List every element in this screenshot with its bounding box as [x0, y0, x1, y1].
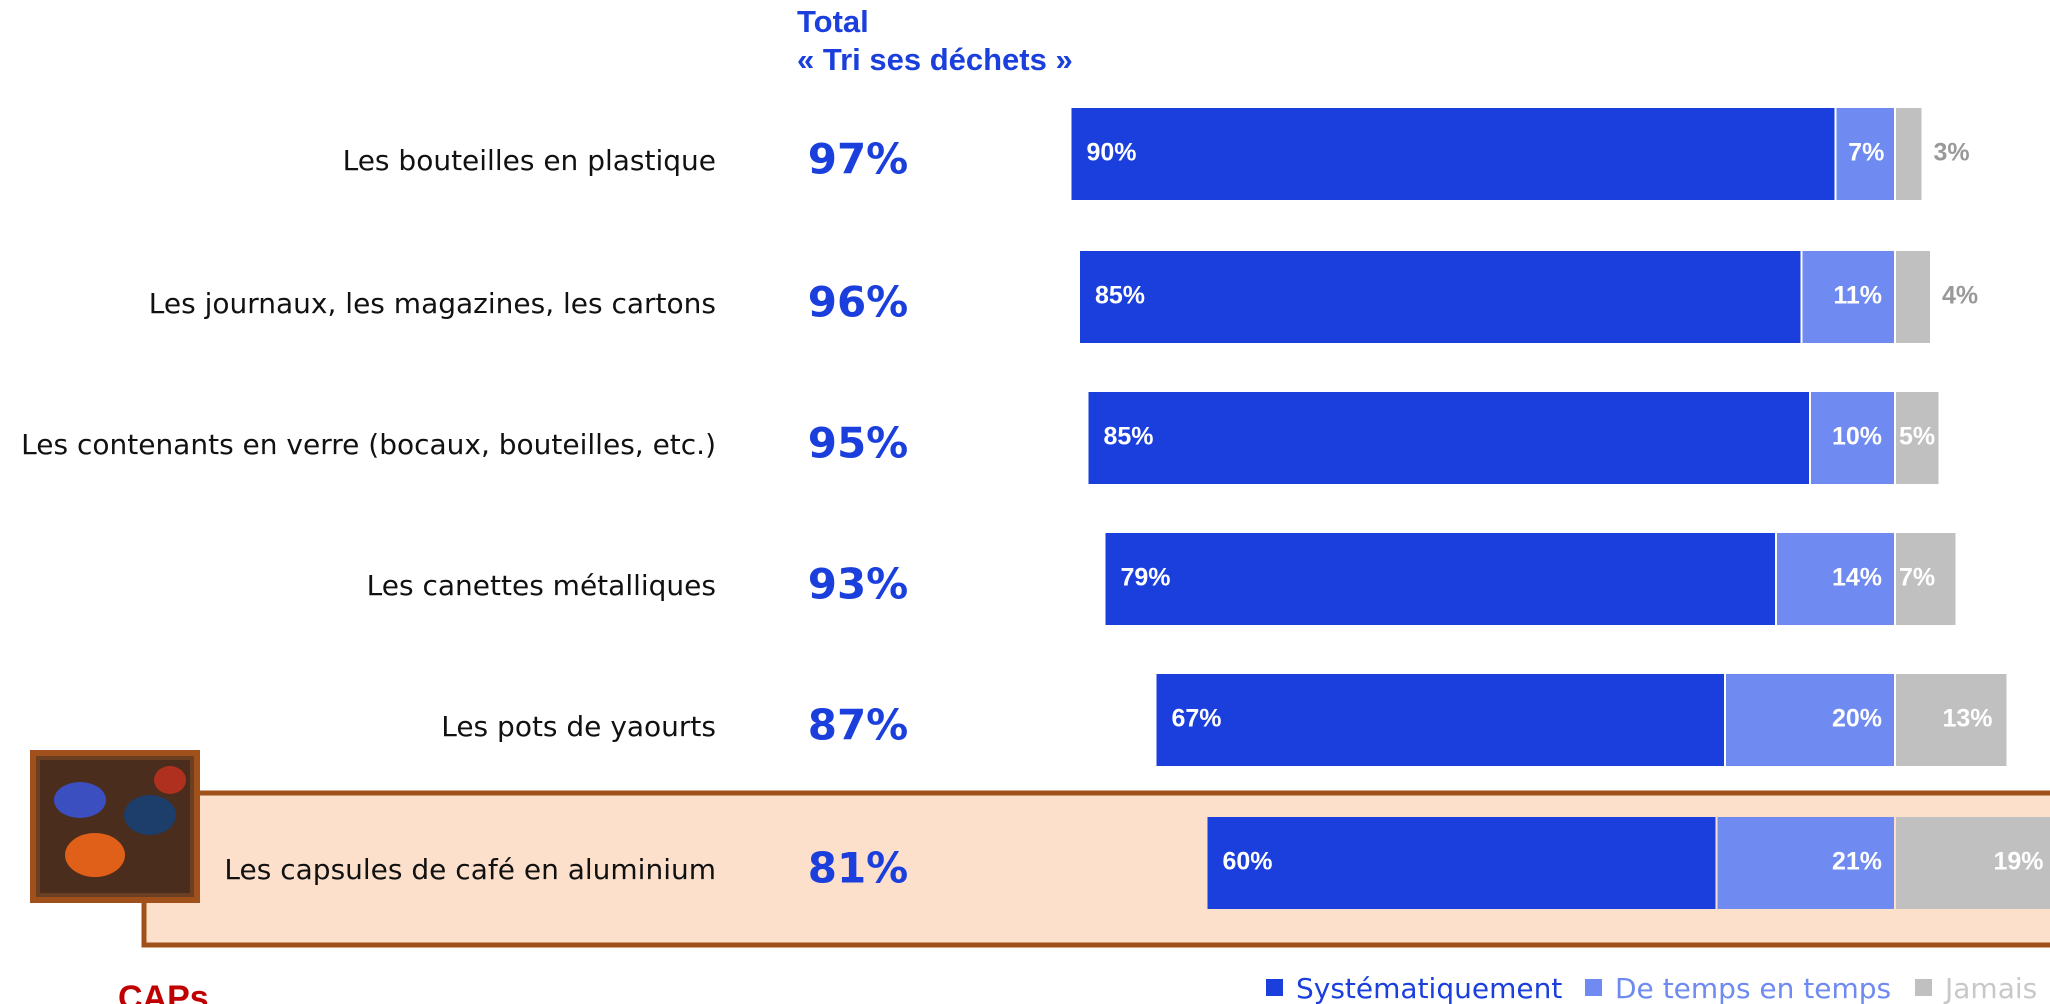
data-label: 10% [1832, 423, 1882, 451]
bar-segment [1896, 817, 2050, 909]
data-label: 19% [1993, 848, 2043, 876]
data-label: 7% [1899, 564, 1935, 592]
bar-segment [1717, 817, 1894, 909]
logo: CAPs [118, 979, 209, 1004]
total-label: 97% [808, 135, 909, 184]
data-label: 4% [1942, 282, 1978, 310]
data-label: 67% [1172, 705, 1222, 733]
capsule-image [30, 750, 200, 903]
bar-segment [1777, 533, 1894, 625]
data-label: 13% [1942, 705, 1992, 733]
category-label: Les contenants en verre (bocaux, bouteil… [21, 428, 716, 461]
bar-segment [1802, 251, 1894, 343]
bar-segment [1811, 392, 1894, 484]
data-label: 85% [1104, 423, 1154, 451]
category-label: Les bouteilles en plastique [343, 144, 716, 177]
bar-segment [1896, 533, 1956, 625]
total-header: « Tri ses déchets » [797, 42, 1073, 77]
category-label: Les canettes métalliques [367, 569, 716, 602]
category-label: Les pots de yaourts [441, 710, 716, 743]
legend-swatch [1915, 979, 1932, 996]
data-label: 21% [1832, 848, 1882, 876]
data-label: 14% [1832, 564, 1882, 592]
category-label: Les journaux, les magazines, les cartons [149, 287, 716, 320]
data-label: 20% [1832, 705, 1882, 733]
bar-segment [1105, 533, 1775, 625]
data-label: 90% [1087, 139, 1137, 167]
bar-segment [1156, 674, 1724, 766]
legend-swatch [1585, 979, 1602, 996]
data-label: 7% [1848, 139, 1884, 167]
legend-label: Jamais [1943, 972, 2037, 1004]
data-label: 60% [1223, 848, 1273, 876]
data-label: 3% [1934, 139, 1970, 167]
bar-segment [1088, 392, 1809, 484]
data-label: 85% [1095, 282, 1145, 310]
bar-segment [1071, 108, 1835, 200]
legend-label: Systématiquement [1296, 972, 1562, 1004]
total-header: Total [797, 4, 869, 39]
category-label: Les capsules de café en aluminium [224, 853, 716, 886]
data-label: 11% [1833, 282, 1882, 310]
total-label: 95% [808, 419, 909, 468]
total-label: 93% [808, 560, 909, 609]
bar-segment [1207, 817, 1716, 909]
bar-segment [1726, 674, 1894, 766]
bar-segment [1836, 108, 1894, 200]
bar-segment [1080, 251, 1801, 343]
legend-label: De temps en temps [1615, 972, 1891, 1004]
total-label: 81% [808, 844, 909, 893]
data-label: 79% [1121, 564, 1171, 592]
total-label: 87% [808, 701, 909, 750]
data-label: 5% [1899, 423, 1935, 451]
bar-segment [1896, 392, 1939, 484]
bar-segment [1896, 674, 2007, 766]
bar-segment [1896, 251, 1930, 343]
legend-swatch [1266, 979, 1283, 996]
total-label: 96% [808, 278, 909, 327]
bar-segment [1896, 108, 1922, 200]
